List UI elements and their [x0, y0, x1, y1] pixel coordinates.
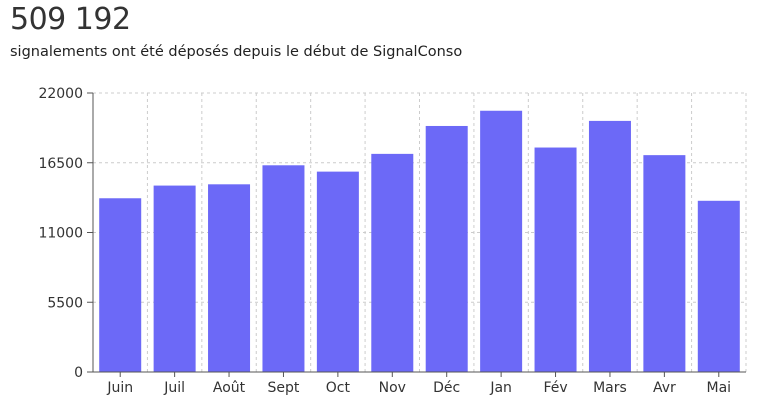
total-reports-count: 509 192 — [10, 2, 131, 37]
y-tick-label: 22000 — [38, 86, 83, 102]
y-tick-label: 5500 — [47, 295, 83, 311]
total-reports-caption: signalements ont été déposés depuis le d… — [10, 44, 463, 60]
x-tick-label: Oct — [326, 380, 351, 396]
bar-oct[interactable] — [316, 171, 359, 372]
bar-sept[interactable] — [262, 165, 305, 372]
bar-déc[interactable] — [425, 125, 468, 373]
x-tick-label: Mars — [593, 380, 627, 396]
y-axis-ticks: 0 5500 11000 16500 22000 — [38, 86, 93, 381]
bar-juin[interactable] — [99, 198, 142, 372]
x-tick-label: Déc — [433, 380, 460, 396]
bar-mars[interactable] — [588, 120, 631, 373]
bar-mai[interactable] — [697, 200, 740, 372]
bar-fév[interactable] — [534, 147, 577, 372]
bar-nov[interactable] — [371, 153, 414, 372]
x-tick-label: Fév — [543, 380, 567, 396]
x-axis-ticks: Juin Juil Août Sept Oct Nov Déc Jan Fév Mars Avr Ma… — [106, 372, 731, 396]
chart-grid — [93, 92, 747, 372]
x-tick-label: Avr — [653, 380, 676, 396]
x-tick-label: Mai — [707, 380, 732, 396]
bar-août[interactable] — [208, 184, 251, 372]
bar-juil[interactable] — [153, 185, 196, 372]
x-tick-label: Juil — [163, 380, 185, 396]
x-tick-label: Sept — [268, 380, 300, 396]
chart-bars — [99, 110, 740, 373]
x-tick-label: Jan — [489, 380, 512, 396]
x-tick-label: Juin — [106, 380, 133, 396]
bar-jan[interactable] — [480, 110, 523, 372]
x-tick-label: Août — [213, 380, 246, 396]
y-tick-label: 16500 — [38, 156, 83, 172]
bar-avr[interactable] — [643, 155, 686, 372]
y-tick-label: 0 — [74, 365, 83, 381]
x-tick-label: Nov — [379, 380, 406, 396]
y-tick-label: 11000 — [38, 226, 83, 242]
